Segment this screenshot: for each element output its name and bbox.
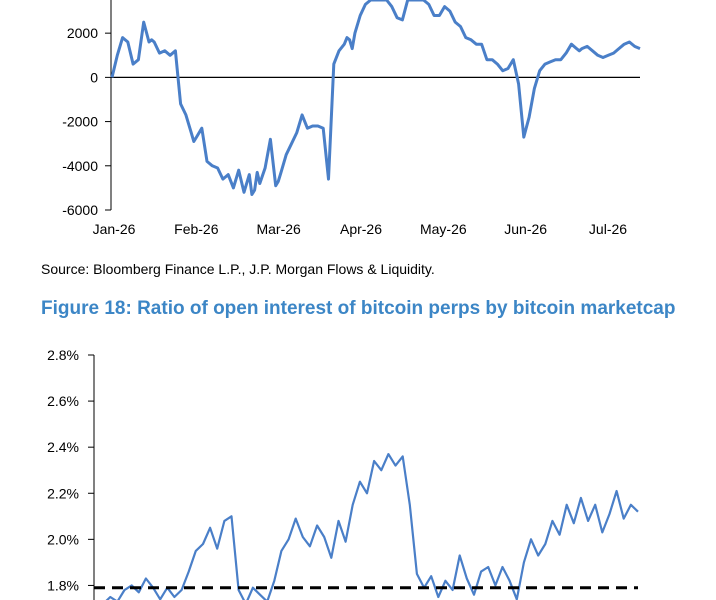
y-tick-label: 0 — [90, 69, 98, 85]
x-tick-label: Jan-26 — [93, 221, 136, 237]
y-tick-label: 2.2% — [47, 485, 79, 501]
y-tick-label: -2000 — [62, 114, 98, 130]
chart-top-ticks: -6000 -4000 -2000 0 2000 Jan-26 Feb-26 Mar-26 Ap… — [62, 25, 627, 237]
x-tick-label: Feb-26 — [174, 221, 219, 237]
x-tick-label: Jul-26 — [589, 221, 627, 237]
y-tick-label: 1.8% — [47, 577, 79, 593]
y-tick-label: 2.6% — [47, 393, 79, 409]
y-tick-label: 2.8% — [47, 347, 79, 363]
x-tick-label: Jun-26 — [504, 221, 547, 237]
x-tick-label: Apr-26 — [340, 221, 382, 237]
figure-title: Figure 18: Ratio of open interest of bit… — [41, 298, 676, 319]
y-tick-label: 2.4% — [47, 439, 79, 455]
y-tick-label: 2.0% — [47, 531, 79, 547]
x-tick-label: Mar-26 — [256, 221, 301, 237]
y-tick-label: -4000 — [62, 158, 98, 174]
y-tick-label: 2000 — [67, 25, 98, 41]
chart-bottom-axes — [88, 354, 95, 600]
chart-top: -6000 -4000 -2000 0 2000 Jan-26 Feb-26 Mar-26 Ap… — [62, 0, 641, 237]
chart-top-axes — [105, 0, 640, 211]
x-tick-label: May-26 — [420, 221, 467, 237]
y-tick-label: -6000 — [62, 202, 98, 218]
chart-top-series-line — [110, 0, 641, 196]
chart-bottom-series-line — [105, 453, 639, 600]
chart-bottom-ticks: 1.8% 2.0% 2.2% 2.4% 2.6% 2.8% — [47, 347, 79, 593]
source-note: Source: Bloomberg Finance L.P., J.P. Mor… — [41, 261, 435, 277]
